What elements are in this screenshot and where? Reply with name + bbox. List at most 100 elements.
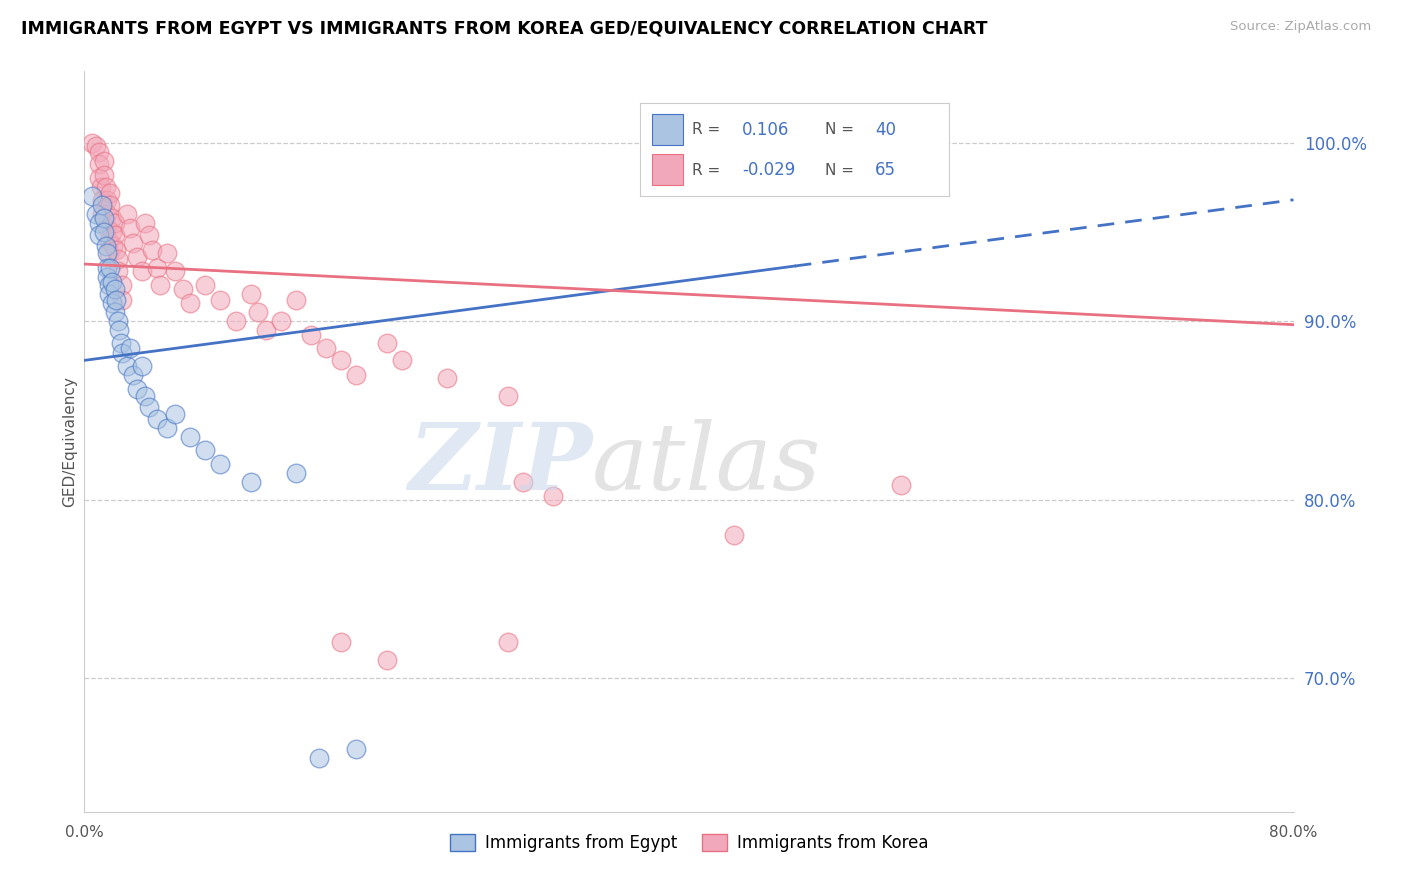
- Point: [98, 198, 121, 212]
- Point: [100, 211, 122, 225]
- Point: [346, 742, 368, 756]
- Point: [330, 635, 353, 649]
- Point: [254, 323, 277, 337]
- Text: N =: N =: [825, 162, 859, 178]
- Text: IMMIGRANTS FROM EGYPT VS IMMIGRANTS FROM KOREA GED/EQUIVALENCY CORRELATION CHART: IMMIGRANTS FROM EGYPT VS IMMIGRANTS FROM…: [21, 20, 987, 37]
- Point: [115, 359, 138, 373]
- Point: [91, 198, 114, 212]
- Point: [108, 323, 131, 337]
- Point: [141, 243, 163, 257]
- Point: [118, 221, 141, 235]
- Text: R =: R =: [692, 122, 725, 137]
- Point: [134, 389, 156, 403]
- Point: [91, 207, 114, 221]
- Point: [104, 282, 127, 296]
- Point: [94, 180, 117, 194]
- Y-axis label: GED/Equivalency: GED/Equivalency: [62, 376, 77, 507]
- Point: [105, 293, 128, 307]
- Point: [96, 260, 118, 275]
- Point: [98, 260, 121, 275]
- Point: [104, 216, 127, 230]
- Point: [93, 153, 115, 168]
- Point: [111, 346, 134, 360]
- Point: [100, 225, 122, 239]
- Point: [93, 225, 115, 239]
- Text: atlas: atlas: [592, 418, 821, 508]
- Point: [209, 293, 232, 307]
- Point: [194, 278, 217, 293]
- Point: [91, 193, 114, 207]
- Point: [89, 228, 111, 243]
- Point: [121, 368, 143, 382]
- Point: [179, 296, 201, 310]
- Point: [285, 293, 308, 307]
- Point: [285, 466, 308, 480]
- Point: [346, 368, 368, 382]
- Point: [98, 186, 121, 200]
- Point: [110, 335, 132, 350]
- Point: [134, 216, 156, 230]
- Point: [96, 269, 118, 284]
- Point: [315, 341, 337, 355]
- Point: [89, 145, 111, 159]
- Point: [93, 211, 115, 225]
- Point: [375, 335, 398, 350]
- Point: [118, 341, 141, 355]
- Point: [97, 287, 120, 301]
- Legend: Immigrants from Egypt, Immigrants from Korea: Immigrants from Egypt, Immigrants from K…: [443, 828, 935, 859]
- Point: [247, 305, 270, 319]
- Point: [80, 136, 103, 150]
- Point: [105, 243, 128, 257]
- Point: [111, 293, 134, 307]
- Point: [97, 234, 120, 248]
- Point: [890, 478, 912, 492]
- Point: [146, 412, 169, 426]
- Point: [104, 228, 127, 243]
- Point: [100, 296, 122, 310]
- Point: [90, 180, 112, 194]
- Point: [101, 239, 124, 253]
- Point: [111, 278, 134, 293]
- Point: [107, 264, 129, 278]
- Text: -0.029: -0.029: [742, 161, 794, 179]
- Point: [89, 171, 111, 186]
- Point: [156, 246, 179, 260]
- Point: [149, 278, 172, 293]
- Point: [270, 314, 292, 328]
- Point: [541, 489, 564, 503]
- Text: 0.106: 0.106: [742, 120, 789, 139]
- Point: [96, 193, 118, 207]
- Point: [225, 314, 247, 328]
- Point: [131, 359, 153, 373]
- Point: [156, 421, 179, 435]
- Point: [121, 235, 143, 250]
- Point: [138, 400, 160, 414]
- Point: [299, 328, 322, 343]
- Point: [496, 389, 519, 403]
- Point: [94, 239, 117, 253]
- Point: [165, 407, 187, 421]
- Point: [100, 275, 122, 289]
- Point: [97, 278, 120, 293]
- Text: ZIP: ZIP: [408, 418, 592, 508]
- Point: [239, 287, 262, 301]
- Point: [93, 168, 115, 182]
- Point: [209, 457, 232, 471]
- Point: [86, 139, 108, 153]
- Point: [107, 314, 129, 328]
- Point: [107, 252, 129, 266]
- Point: [138, 228, 160, 243]
- Point: [165, 264, 187, 278]
- Point: [375, 653, 398, 667]
- Point: [172, 282, 194, 296]
- Point: [436, 371, 458, 385]
- Point: [496, 635, 519, 649]
- Text: 80.0%: 80.0%: [1270, 825, 1317, 839]
- Text: Source: ZipAtlas.com: Source: ZipAtlas.com: [1230, 20, 1371, 33]
- Point: [86, 207, 108, 221]
- Point: [89, 216, 111, 230]
- Point: [127, 250, 149, 264]
- Point: [330, 353, 353, 368]
- Text: 0.0%: 0.0%: [65, 825, 104, 839]
- Point: [308, 751, 330, 765]
